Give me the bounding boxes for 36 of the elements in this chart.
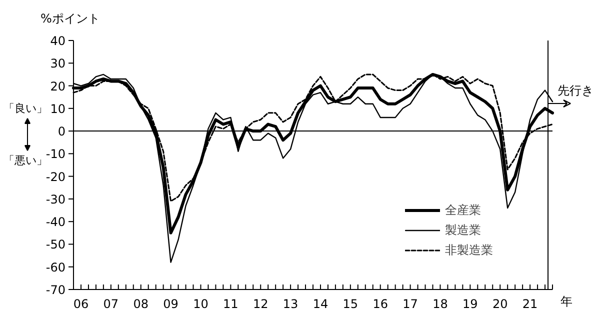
y-tick-label: -40 xyxy=(46,215,66,230)
x-tick-label: 10 xyxy=(193,297,208,311)
x-tick-label: 13 xyxy=(282,297,298,311)
y-tick-label: 30 xyxy=(50,56,66,71)
x-tick-label: 09 xyxy=(163,297,178,311)
x-tick-label: 20 xyxy=(492,297,508,311)
text: 「悪い」 xyxy=(4,154,48,167)
y-tick-label: 40 xyxy=(50,34,66,48)
x-axis-title: 年 xyxy=(560,294,572,308)
x-tick-label: 12 xyxy=(252,297,268,311)
legend-label: 製造業 xyxy=(445,222,481,238)
x-tick-label: 17 xyxy=(402,297,418,311)
x-tick-label: 08 xyxy=(133,297,149,311)
x-tick-label: 21 xyxy=(522,297,538,311)
legend-label: 全産業 xyxy=(445,202,481,218)
x-tick-label: 06 xyxy=(73,297,89,311)
text: 「良い」 xyxy=(4,102,48,115)
legend-label: 非製造業 xyxy=(445,242,493,258)
y-tick-label: 0 xyxy=(58,124,66,139)
x-tick-label: 16 xyxy=(372,297,388,311)
x-tick-label: 14 xyxy=(312,297,328,311)
y-tick-label: -30 xyxy=(46,192,66,206)
y-tick-label: -20 xyxy=(46,170,66,184)
y-tick-label: 10 xyxy=(50,102,66,116)
y-tick-label: -60 xyxy=(46,260,66,274)
y-tick-label: -10 xyxy=(46,147,66,162)
x-tick-label: 18 xyxy=(432,297,448,311)
y-axis-title: %ポイント xyxy=(40,12,100,26)
x-tick-label: 07 xyxy=(103,297,119,311)
x-tick-label: 19 xyxy=(462,297,478,311)
x-tick-label: 15 xyxy=(342,297,358,311)
y-tick-label: 20 xyxy=(50,79,66,94)
y-tick-label: -70 xyxy=(46,283,66,297)
y-tick-label: -50 xyxy=(46,238,66,252)
ref-line-label: 先行き xyxy=(558,84,594,98)
x-tick-label: 11 xyxy=(223,297,238,311)
